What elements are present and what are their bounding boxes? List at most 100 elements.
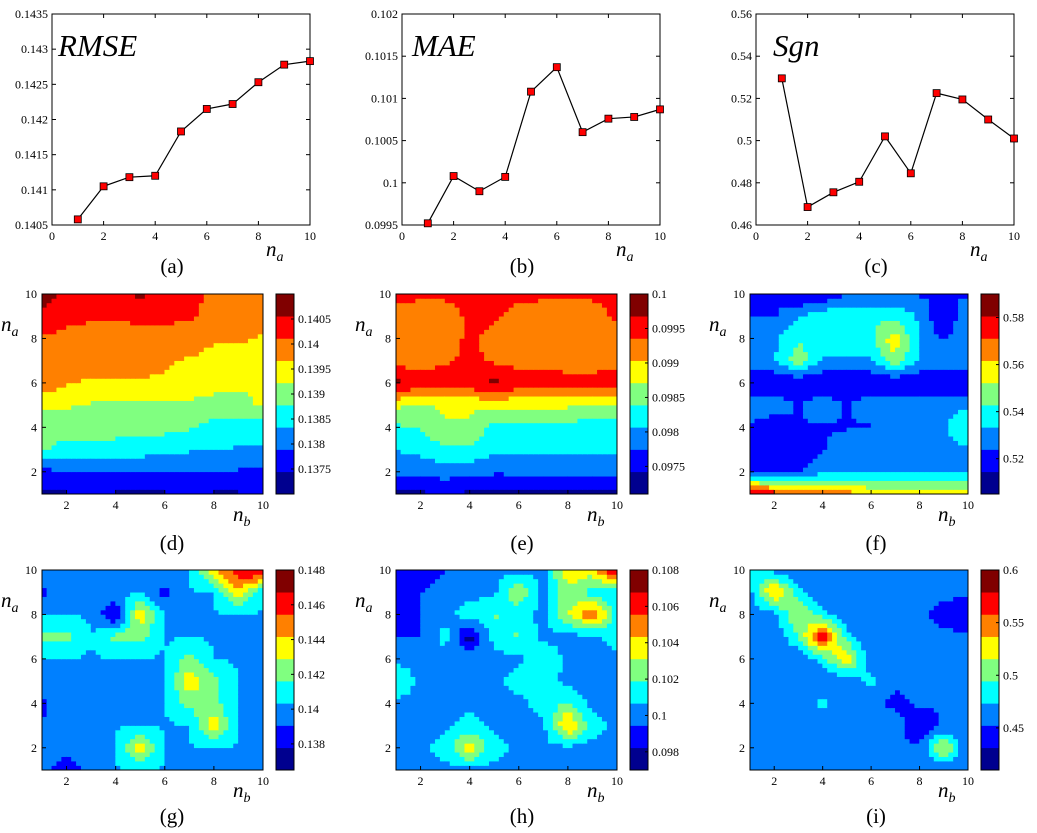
heat-cell <box>85 360 92 366</box>
heat-cell <box>518 320 524 326</box>
heat-cell <box>518 347 524 353</box>
heat-cell <box>243 467 249 473</box>
heat-cell <box>899 489 906 494</box>
heat-cell <box>164 320 170 326</box>
heat-cell <box>552 413 559 419</box>
heat-cell <box>85 351 92 357</box>
heat-cell <box>189 489 195 494</box>
heat-cell <box>489 307 495 313</box>
heat-cell <box>105 395 112 401</box>
y-tick-label-d: 2 <box>31 465 37 479</box>
heat-cell <box>533 320 539 326</box>
heat-cell <box>42 320 48 326</box>
data-point-b <box>449 172 458 180</box>
heat-cell <box>154 444 161 450</box>
heat-cell <box>149 480 156 486</box>
heat-cell <box>538 422 544 428</box>
heat-cell <box>125 444 131 450</box>
heat-cell <box>547 391 554 397</box>
heat-cell <box>76 400 82 406</box>
heat-cell <box>184 422 190 428</box>
heat-cell <box>257 378 263 384</box>
heat-cell <box>582 320 588 326</box>
heat-cell <box>139 404 146 410</box>
heat-cell <box>895 471 901 477</box>
heat-cell <box>90 435 97 441</box>
heat-cell <box>562 387 569 393</box>
x-tick-label-d: 6 <box>162 498 168 512</box>
heat-cell <box>557 391 564 397</box>
heat-cell <box>459 471 466 477</box>
heat-cell <box>223 333 229 339</box>
heat-cell <box>836 471 843 477</box>
heat-cell <box>56 467 62 473</box>
heat-cell <box>42 294 48 299</box>
heat-cell <box>513 302 520 308</box>
data-point-c <box>984 115 993 124</box>
heat-cell <box>115 364 121 370</box>
heat-cell <box>518 435 524 441</box>
heat-cell <box>149 302 156 308</box>
heat-cell <box>513 382 520 388</box>
heat-cell <box>238 298 244 304</box>
heat-cell <box>405 333 412 339</box>
heat-cell <box>498 422 505 428</box>
heat-cell <box>213 360 220 366</box>
heat-cell <box>396 471 402 477</box>
heat-cell <box>577 360 583 366</box>
heat-cell <box>257 355 263 361</box>
heat-cell <box>543 440 549 446</box>
heat-cell <box>405 458 412 464</box>
heat-cell <box>189 378 195 384</box>
heat-cell <box>252 294 259 299</box>
heat-cell <box>827 427 833 433</box>
heat-cell <box>523 440 529 446</box>
heat-cell <box>498 458 505 464</box>
heat-field-f <box>750 294 968 494</box>
heat-cell <box>193 373 200 379</box>
heat-cell <box>513 395 520 401</box>
heat-cell <box>46 342 53 348</box>
heat-cell <box>243 324 249 330</box>
heat-cell <box>159 329 166 335</box>
heat-cell <box>479 467 485 473</box>
heat-cell <box>218 329 225 335</box>
heat-cell <box>257 387 263 393</box>
heat-cell <box>56 480 62 486</box>
heat-cell <box>95 471 102 477</box>
heat-cell <box>577 467 583 473</box>
heat-cell <box>110 484 116 490</box>
heat-cell <box>247 440 254 446</box>
heat-cell <box>582 298 588 304</box>
heat-cell <box>85 453 92 459</box>
heat-cell <box>750 435 756 441</box>
heat-cell <box>788 489 794 494</box>
heat-cell <box>513 409 520 415</box>
heat-cell <box>846 449 853 455</box>
heat-cell <box>582 427 588 433</box>
heat-cell <box>179 489 185 494</box>
heat-cell <box>592 395 598 401</box>
heat-cell <box>203 311 210 317</box>
heat-cell <box>154 298 161 304</box>
heat-cell <box>899 471 906 477</box>
x-tick-label-c: 8 <box>959 229 965 243</box>
heat-cell <box>543 409 549 415</box>
heat-cell <box>538 435 544 441</box>
heat-cell <box>164 489 170 494</box>
heat-cell <box>218 484 225 490</box>
heat-cell <box>592 440 598 446</box>
heat-cell <box>439 342 446 348</box>
heat-cell <box>489 489 495 494</box>
heat-cell <box>169 458 175 464</box>
heat-cell <box>164 413 170 419</box>
heat-cell <box>597 338 603 344</box>
heat-cell <box>567 369 574 375</box>
heat-cell <box>454 395 461 401</box>
heat-cell <box>611 391 617 397</box>
heat-cell <box>783 480 790 486</box>
heat-cell <box>538 462 544 468</box>
heat-cell <box>46 431 53 437</box>
heat-cell <box>924 453 930 459</box>
heat-cell <box>213 333 220 339</box>
